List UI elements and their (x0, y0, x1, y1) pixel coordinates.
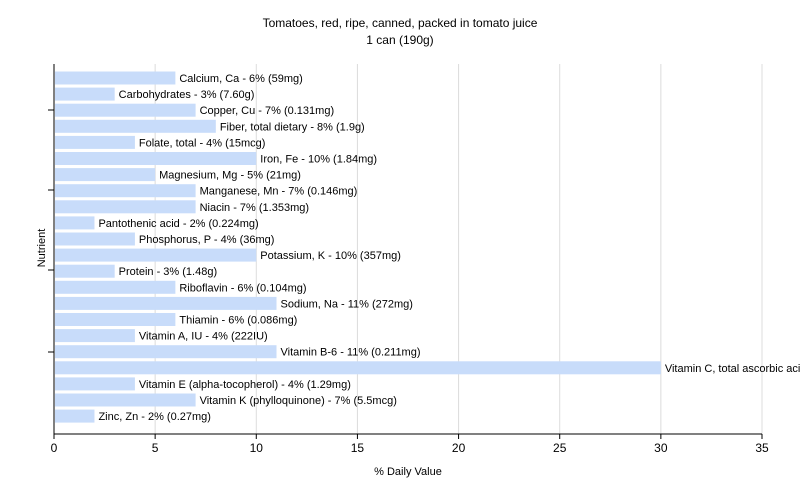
bar-20 (55, 393, 196, 407)
bar-10 (55, 232, 135, 246)
bar-14 (55, 296, 277, 310)
x-tick-label-5: 5 (152, 441, 159, 455)
bar-6 (55, 168, 156, 182)
bar-18 (55, 361, 661, 375)
bar-label-6: Magnesium, Mg - 5% (21mg) (159, 170, 301, 182)
x-tick-label-35: 35 (755, 441, 769, 455)
axes: 0 5 10 15 20 25 30 35 (48, 64, 769, 455)
bar-1 (55, 87, 115, 101)
bar-17 (55, 345, 277, 359)
x-tick-label-30: 30 (654, 441, 668, 455)
bar-label-8: Niacin - 7% (1.353mg) (200, 202, 309, 214)
bar-label-19: Vitamin E (alpha-tocopherol) - 4% (1.29m… (139, 379, 351, 391)
bar-16 (55, 329, 135, 343)
x-tick-label-20: 20 (452, 441, 466, 455)
bar-11 (55, 248, 257, 262)
bar-label-4: Folate, total - 4% (15mcg) (139, 137, 266, 149)
bar-label-15: Thiamin - 6% (0.086mg) (179, 315, 297, 327)
bar-12 (55, 264, 115, 278)
bar-19 (55, 377, 135, 391)
x-tick-label-0: 0 (51, 441, 58, 455)
bar-label-7: Manganese, Mn - 7% (0.146mg) (200, 186, 358, 198)
x-tick-label-25: 25 (553, 441, 567, 455)
x-tick-label-10: 10 (250, 441, 264, 455)
bar-label-16: Vitamin A, IU - 4% (222IU) (139, 331, 268, 343)
bar-label-17: Vitamin B-6 - 11% (0.211mg) (281, 347, 421, 359)
bar-label-21: Zinc, Zn - 2% (0.27mg) (98, 411, 210, 423)
chart-subtitle: 1 can (190g) (366, 33, 434, 47)
bar-label-11: Potassium, K - 10% (357mg) (260, 250, 401, 262)
bar-5 (55, 152, 257, 165)
chart-title: Tomatoes, red, ripe, canned, packed in t… (262, 16, 538, 30)
x-axis-label: % Daily Value (374, 466, 442, 478)
bar-13 (55, 280, 176, 294)
bar-label-18: Vitamin C, total ascorbic acid - 30% (17… (665, 363, 800, 375)
bar-label-13: Riboflavin - 6% (0.104mg) (179, 282, 306, 294)
bar-label-14: Sodium, Na - 11% (272mg) (281, 298, 413, 310)
bar-3 (55, 119, 216, 133)
bar-8 (55, 200, 196, 214)
bar-label-5: Iron, Fe - 10% (1.84mg) (260, 154, 377, 166)
bar-0 (55, 71, 176, 85)
bar-label-9: Pantothenic acid - 2% (0.224mg) (98, 218, 258, 230)
x-tick-label-15: 15 (351, 441, 365, 455)
bar-label-20: Vitamin K (phylloquinone) - 7% (5.5mcg) (200, 395, 397, 407)
bar-label-0: Calcium, Ca - 6% (59mg) (179, 73, 302, 85)
bar-9 (55, 216, 95, 230)
bar-label-12: Protein - 3% (1.48g) (119, 266, 217, 278)
bar-4 (55, 135, 135, 149)
y-axis-label: Nutrient (36, 228, 48, 268)
bars: Calcium, Ca - 6% (59mg) Carbohydrates - 3… (55, 71, 800, 423)
bar-15 (55, 313, 176, 326)
bar-7 (55, 184, 196, 198)
bar-2 (55, 103, 196, 117)
bar-label-10: Phosphorus, P - 4% (36mg) (139, 234, 275, 246)
bar-21 (55, 409, 95, 423)
bar-label-3: Fiber, total dietary - 8% (1.9g) (220, 121, 365, 133)
bar-label-2: Copper, Cu - 7% (0.131mg) (200, 105, 335, 117)
bar-label-1: Carbohydrates - 3% (7.60g) (119, 89, 255, 101)
